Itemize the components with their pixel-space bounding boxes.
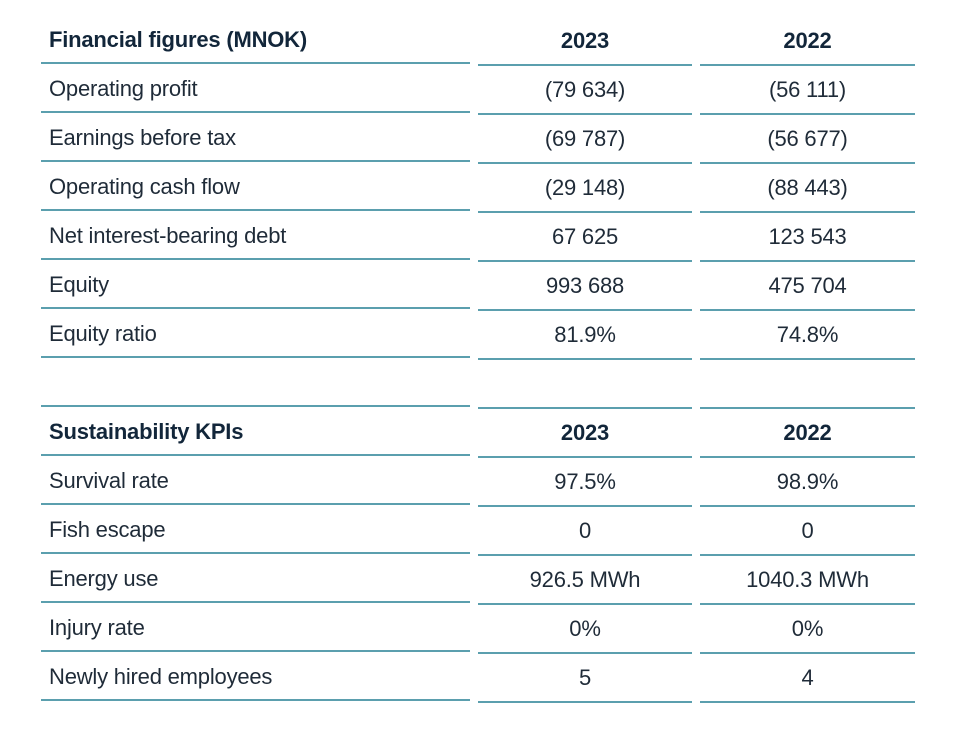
value-2022: 1040.3 MWh <box>700 556 915 605</box>
row-label: Energy use <box>41 556 470 603</box>
spacer-cell <box>700 360 915 409</box>
value-2023: 81.9% <box>478 311 692 360</box>
value-2023: 97.5% <box>478 458 692 507</box>
table-row: Energy use 926.5 MWh 1040.3 MWh <box>41 556 915 605</box>
value-2023: (79 634) <box>478 66 692 115</box>
value-2022: 475 704 <box>700 262 915 311</box>
spacer-row <box>41 360 915 409</box>
value-2022: (56 111) <box>700 66 915 115</box>
spacer-cell <box>478 360 692 409</box>
row-label: Fish escape <box>41 507 470 554</box>
value-2022: 0 <box>700 507 915 556</box>
table-row: Survival rate 97.5% 98.9% <box>41 458 915 507</box>
value-2023: 0 <box>478 507 692 556</box>
value-2023: 0% <box>478 605 692 654</box>
table-row: Equity ratio 81.9% 74.8% <box>41 311 915 360</box>
table-title: Sustainability KPIs <box>41 409 470 456</box>
column-header: 2023 <box>478 409 692 458</box>
column-header: 2022 <box>700 409 915 458</box>
row-label: Earnings before tax <box>41 115 470 162</box>
value-2023: (29 148) <box>478 164 692 213</box>
financial-figures-table: Financial figures (MNOK) 2023 2022 Operatin… <box>41 17 915 360</box>
value-2023: 993 688 <box>478 262 692 311</box>
value-2022: 4 <box>700 654 915 703</box>
row-label: Net interest-bearing debt <box>41 213 470 260</box>
value-2023: 67 625 <box>478 213 692 262</box>
table-row: Newly hired employees 5 4 <box>41 654 915 703</box>
value-2022: 0% <box>700 605 915 654</box>
value-2022: 74.8% <box>700 311 915 360</box>
table-row: Operating profit (79 634) (56 111) <box>41 66 915 115</box>
column-header: 2023 <box>478 17 692 66</box>
table-row: Net interest-bearing debt 67 625 123 543 <box>41 213 915 262</box>
sustainability-kpis-table: Sustainability KPIs 2023 2022 Survival rate… <box>41 409 915 703</box>
row-label: Injury rate <box>41 605 470 652</box>
table-header-row: Financial figures (MNOK) 2023 2022 <box>41 17 915 66</box>
table-row: Equity 993 688 475 704 <box>41 262 915 311</box>
spacer-cell <box>41 360 470 407</box>
table-header-row: Sustainability KPIs 2023 2022 <box>41 409 915 458</box>
value-2022: 123 543 <box>700 213 915 262</box>
row-label: Operating profit <box>41 66 470 113</box>
value-2023: 926.5 MWh <box>478 556 692 605</box>
row-label: Survival rate <box>41 458 470 505</box>
table-title: Financial figures (MNOK) <box>41 17 470 64</box>
table-row: Operating cash flow (29 148) (88 443) <box>41 164 915 213</box>
column-header: 2022 <box>700 17 915 66</box>
row-label: Operating cash flow <box>41 164 470 211</box>
value-2023: 5 <box>478 654 692 703</box>
row-label: Equity <box>41 262 470 309</box>
kpi-tables: Financial figures (MNOK) 2023 2022 Operatin… <box>41 17 915 703</box>
row-label: Newly hired employees <box>41 654 470 701</box>
table-row: Earnings before tax (69 787) (56 677) <box>41 115 915 164</box>
value-2022: (88 443) <box>700 164 915 213</box>
table-row: Injury rate 0% 0% <box>41 605 915 654</box>
value-2022: (56 677) <box>700 115 915 164</box>
value-2023: (69 787) <box>478 115 692 164</box>
row-label: Equity ratio <box>41 311 470 358</box>
table-row: Fish escape 0 0 <box>41 507 915 556</box>
value-2022: 98.9% <box>700 458 915 507</box>
